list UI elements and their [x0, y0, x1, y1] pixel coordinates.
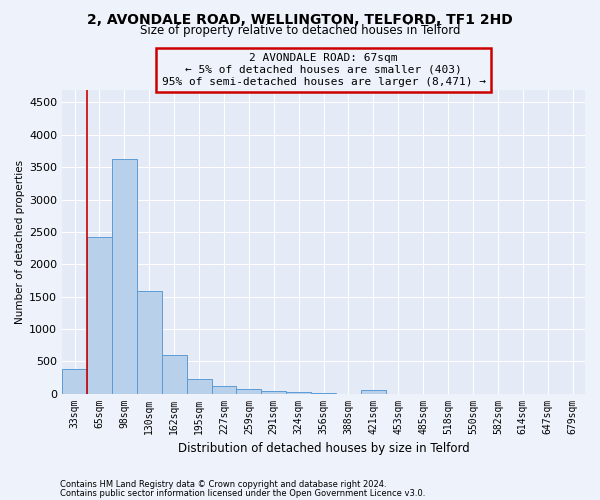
Bar: [212, 386, 236, 394]
Bar: [311, 392, 336, 394]
Bar: [236, 390, 262, 394]
Text: 2 AVONDALE ROAD: 67sqm
← 5% of detached houses are smaller (403)
95% of semi-det: 2 AVONDALE ROAD: 67sqm ← 5% of detached …: [161, 54, 485, 86]
X-axis label: Distribution of detached houses by size in Telford: Distribution of detached houses by size …: [178, 442, 469, 455]
Bar: [187, 378, 212, 394]
Y-axis label: Number of detached properties: Number of detached properties: [15, 160, 25, 324]
Text: Contains HM Land Registry data © Crown copyright and database right 2024.: Contains HM Land Registry data © Crown c…: [60, 480, 386, 489]
Bar: [112, 160, 137, 394]
Text: Contains public sector information licensed under the Open Government Licence v3: Contains public sector information licen…: [60, 488, 425, 498]
Bar: [62, 369, 87, 394]
Bar: [262, 391, 286, 394]
Text: Size of property relative to detached houses in Telford: Size of property relative to detached ho…: [140, 24, 460, 37]
Bar: [162, 354, 187, 394]
Bar: [87, 237, 112, 394]
Bar: [137, 292, 162, 394]
Text: 2, AVONDALE ROAD, WELLINGTON, TELFORD, TF1 2HD: 2, AVONDALE ROAD, WELLINGTON, TELFORD, T…: [87, 12, 513, 26]
Bar: [286, 392, 311, 394]
Bar: [361, 390, 386, 394]
